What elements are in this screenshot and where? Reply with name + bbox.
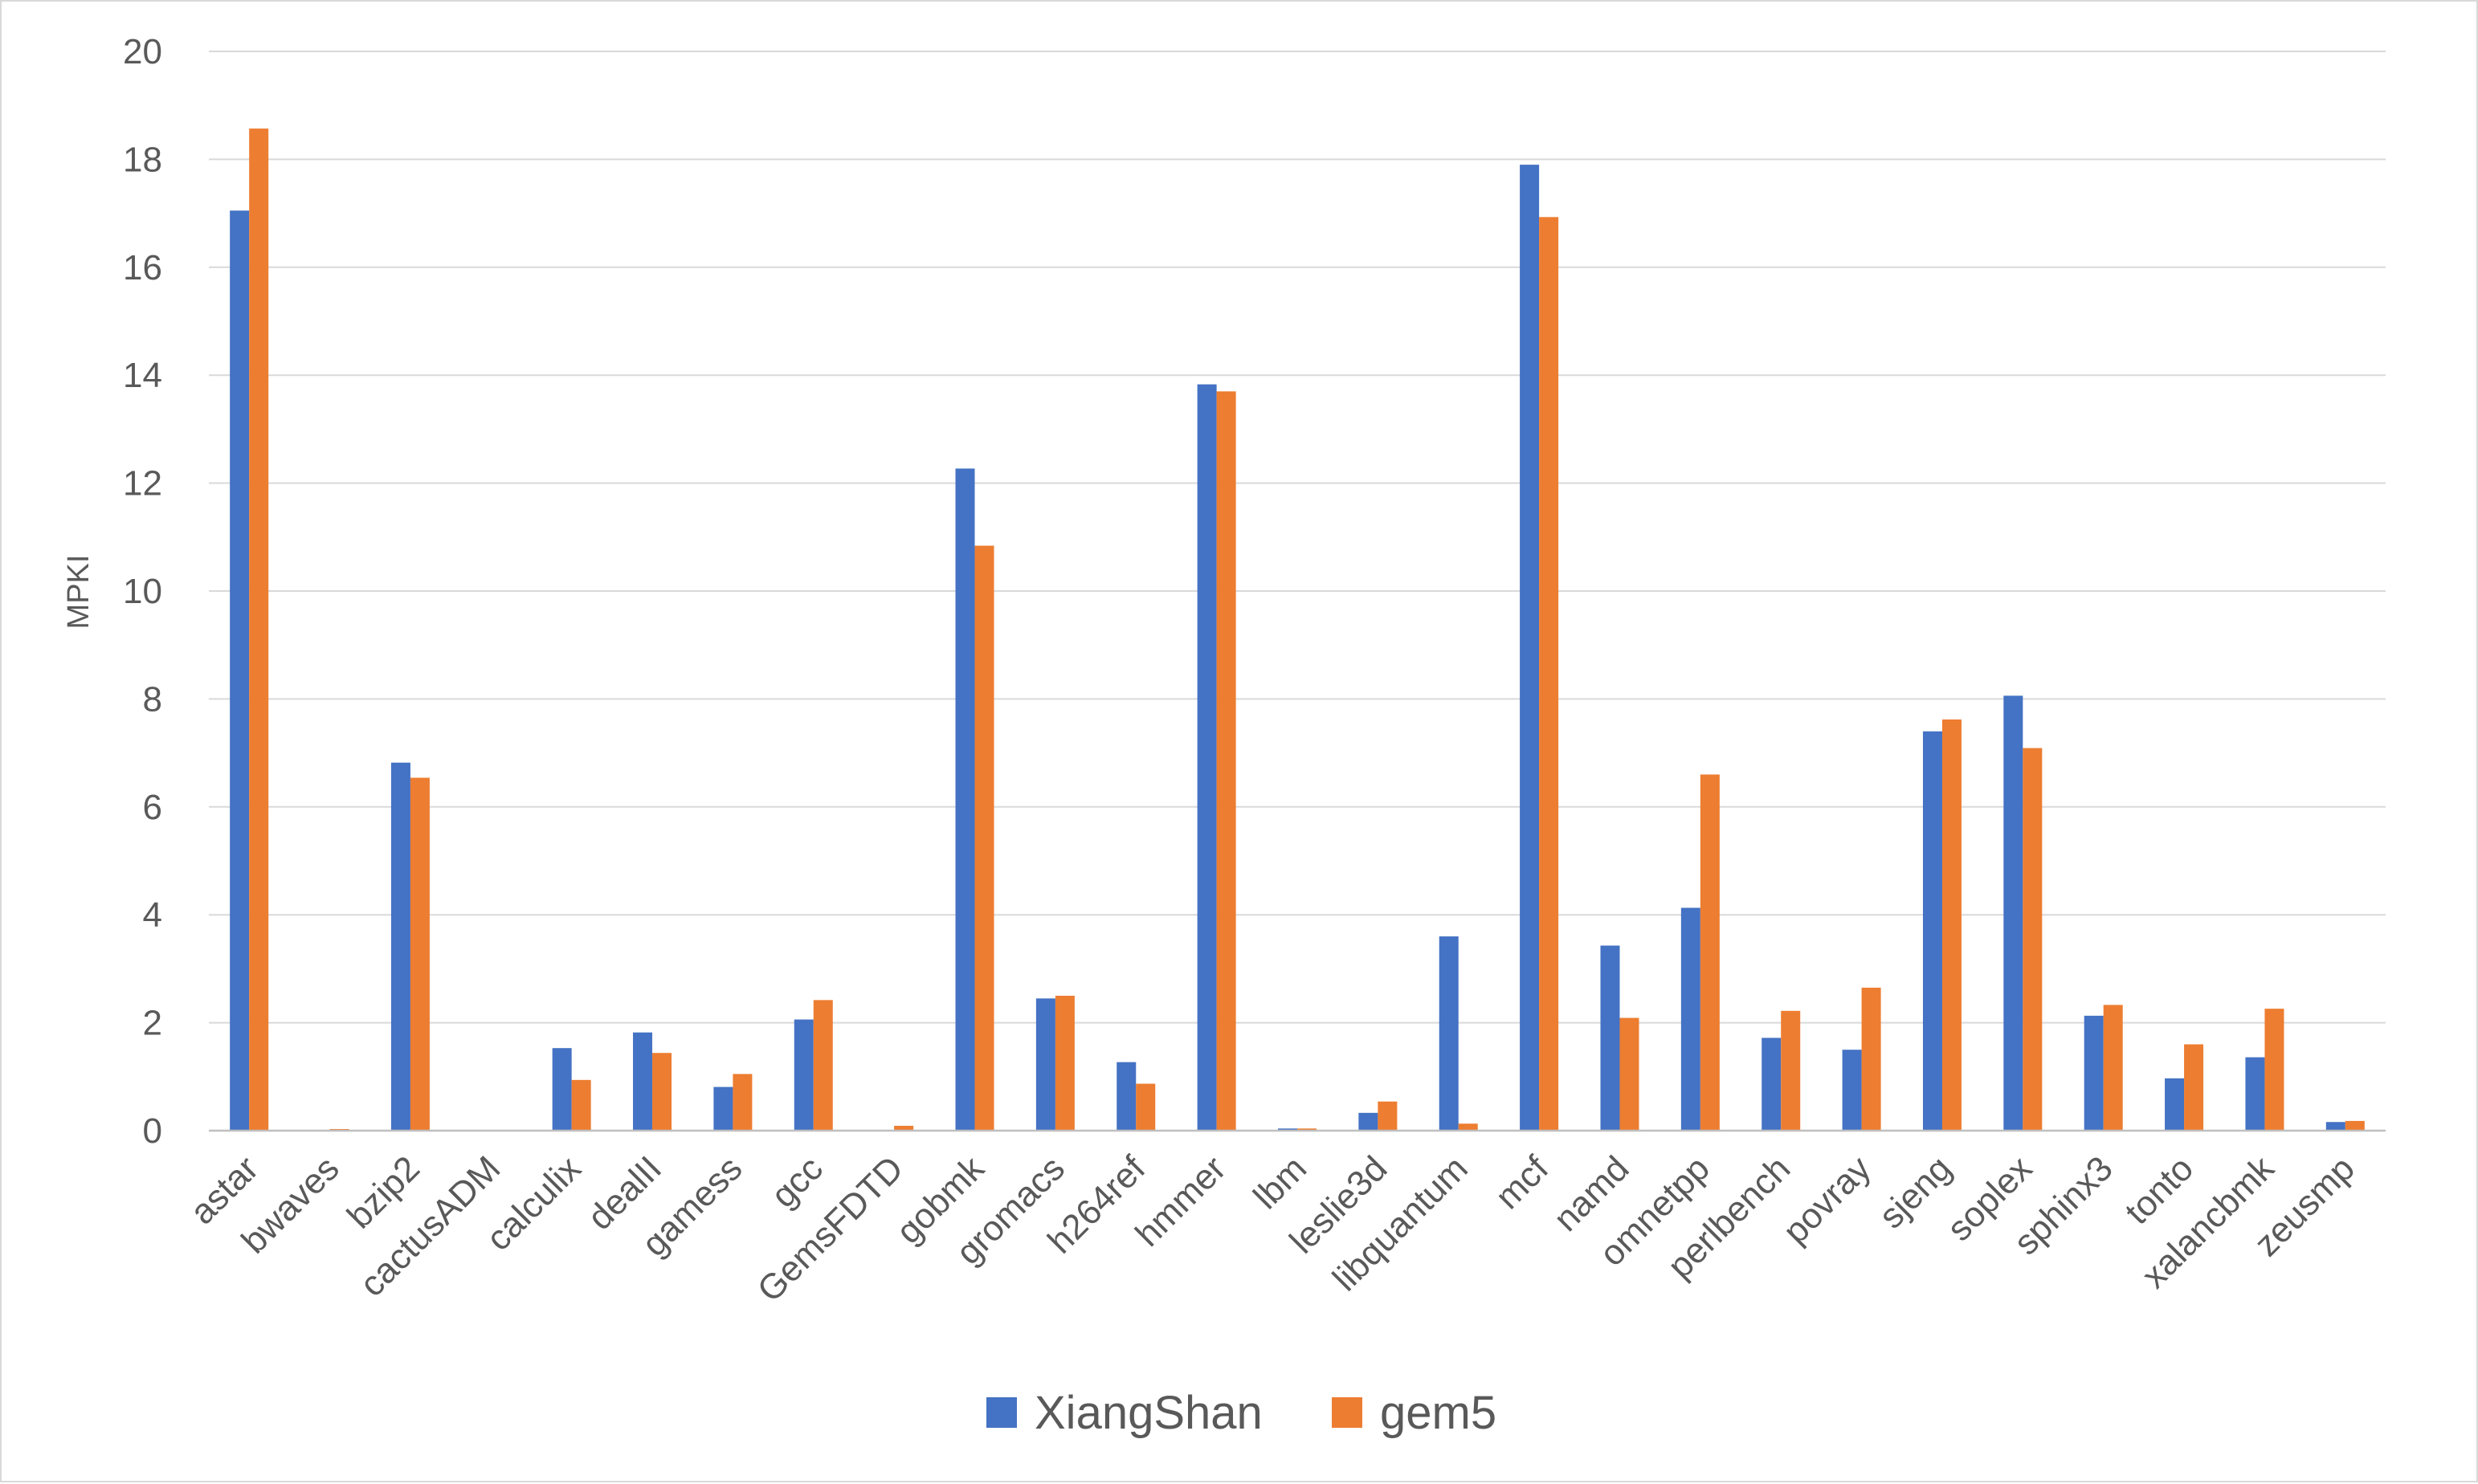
bar-gem5-h264ref <box>1136 1083 1156 1131</box>
x-tick-label: gcc <box>764 1148 831 1215</box>
bar-xiangshan-omnetpp <box>1680 907 1700 1131</box>
legend-swatch-xiangshan <box>986 1397 1017 1428</box>
bar-gem5-soplex <box>2023 748 2043 1131</box>
bar-gem5-gobmk <box>974 545 994 1131</box>
bar-gem5-lbm <box>1297 1128 1317 1131</box>
bars <box>230 128 2365 1131</box>
legend-label-xiangshan: XiangShan <box>1035 1387 1263 1439</box>
y-tick-label: 20 <box>123 32 162 71</box>
bar-gem5-perlbench <box>1781 1010 1801 1131</box>
bar-gem5-tonto <box>2184 1044 2204 1131</box>
bar-xiangshan-gobmk <box>955 468 975 1131</box>
bar-gem5-gamess <box>733 1074 753 1131</box>
bar-xiangshan-mcf <box>1520 165 1540 1131</box>
bar-gem5-gromacs <box>1055 996 1075 1131</box>
bar-gem5-povray <box>1861 987 1881 1131</box>
bar-xiangshan-sphinx3 <box>2084 1015 2104 1131</box>
bar-xiangshan-h264ref <box>1117 1062 1137 1131</box>
bar-xiangshan-perlbench <box>1762 1038 1782 1131</box>
bar-xiangshan-gcc <box>794 1019 814 1131</box>
bar-gem5-leslie3d <box>1378 1101 1398 1131</box>
gridlines <box>209 51 2386 1024</box>
bar-xiangshan-sjeng <box>1922 731 1942 1131</box>
bar-xiangshan-namd <box>1600 945 1620 1131</box>
bar-gem5-libquantum <box>1458 1123 1478 1131</box>
bar-gem5-namd <box>1619 1017 1639 1131</box>
bar-xiangshan-zeusmp <box>2325 1122 2345 1131</box>
y-tick-labels: 0 2 4 6 8 10 12 14 16 18 20 <box>123 32 162 1151</box>
bar-xiangshan-gromacs <box>1035 998 1055 1131</box>
bar-xiangshan-povray <box>1842 1050 1862 1131</box>
bar-xiangshan-lbm <box>1278 1128 1297 1131</box>
bar-gem5-zeusmp <box>2345 1120 2365 1131</box>
bar-gem5-gemsfdtd <box>894 1125 914 1131</box>
bar-xiangshan-libquantum <box>1439 936 1459 1131</box>
bar-xiangshan-soplex <box>2003 695 2023 1131</box>
bar-gem5-hmmer <box>1216 391 1236 1131</box>
bar-gem5-sphinx3 <box>2103 1005 2123 1131</box>
legend-label-gem5: gem5 <box>1380 1387 1496 1439</box>
bar-xiangshan-astar <box>230 210 250 1131</box>
bar-gem5-xalancbmk <box>2264 1009 2284 1131</box>
y-tick-label: 18 <box>123 140 162 179</box>
x-tick-label: lbm <box>1246 1148 1314 1217</box>
bar-xiangshan-leslie3d <box>1358 1112 1378 1131</box>
y-tick-label: 0 <box>143 1111 162 1151</box>
x-tick-label: GemsFDTD <box>750 1148 912 1310</box>
legend: XiangShan gem5 <box>986 1387 1496 1439</box>
y-tick-label: 10 <box>123 572 162 611</box>
x-tick-labels: astarbwavesbzip2cactusADMcalculixdealIIg… <box>182 1148 2362 1310</box>
bar-gem5-mcf <box>1539 217 1559 1131</box>
y-tick-label: 14 <box>123 356 162 395</box>
bar-gem5-sjeng <box>1941 719 1962 1131</box>
bar-gem5-dealii <box>652 1053 672 1131</box>
bar-xiangshan-xalancbmk <box>2245 1057 2265 1131</box>
bar-xiangshan-tonto <box>2165 1078 2185 1131</box>
x-tick-label: mcf <box>1488 1148 1556 1217</box>
legend-swatch-gem5 <box>1332 1397 1362 1428</box>
bar-xiangshan-gamess <box>713 1086 733 1131</box>
y-tick-label: 12 <box>123 464 162 503</box>
y-tick-label: 6 <box>143 788 162 827</box>
bar-gem5-gcc <box>813 1000 833 1131</box>
y-tick-label: 4 <box>143 895 162 935</box>
y-axis-title: MPKI <box>62 555 96 630</box>
y-tick-label: 8 <box>143 679 162 719</box>
bar-gem5-astar <box>249 128 269 1131</box>
x-tick-label: hmmer <box>1128 1148 1233 1254</box>
bar-xiangshan-calculix <box>552 1048 572 1131</box>
bar-gem5-omnetpp <box>1700 774 1720 1131</box>
bar-gem5-calculix <box>571 1079 591 1131</box>
y-tick-label: 2 <box>143 1004 162 1043</box>
y-tick-label: 16 <box>123 248 162 287</box>
x-tick-label: povray <box>1776 1148 1879 1251</box>
bar-xiangshan-dealii <box>633 1032 653 1131</box>
bar-xiangshan-bzip2 <box>390 762 410 1131</box>
bar-gem5-bzip2 <box>410 777 430 1131</box>
bar-xiangshan-hmmer <box>1197 384 1217 1131</box>
